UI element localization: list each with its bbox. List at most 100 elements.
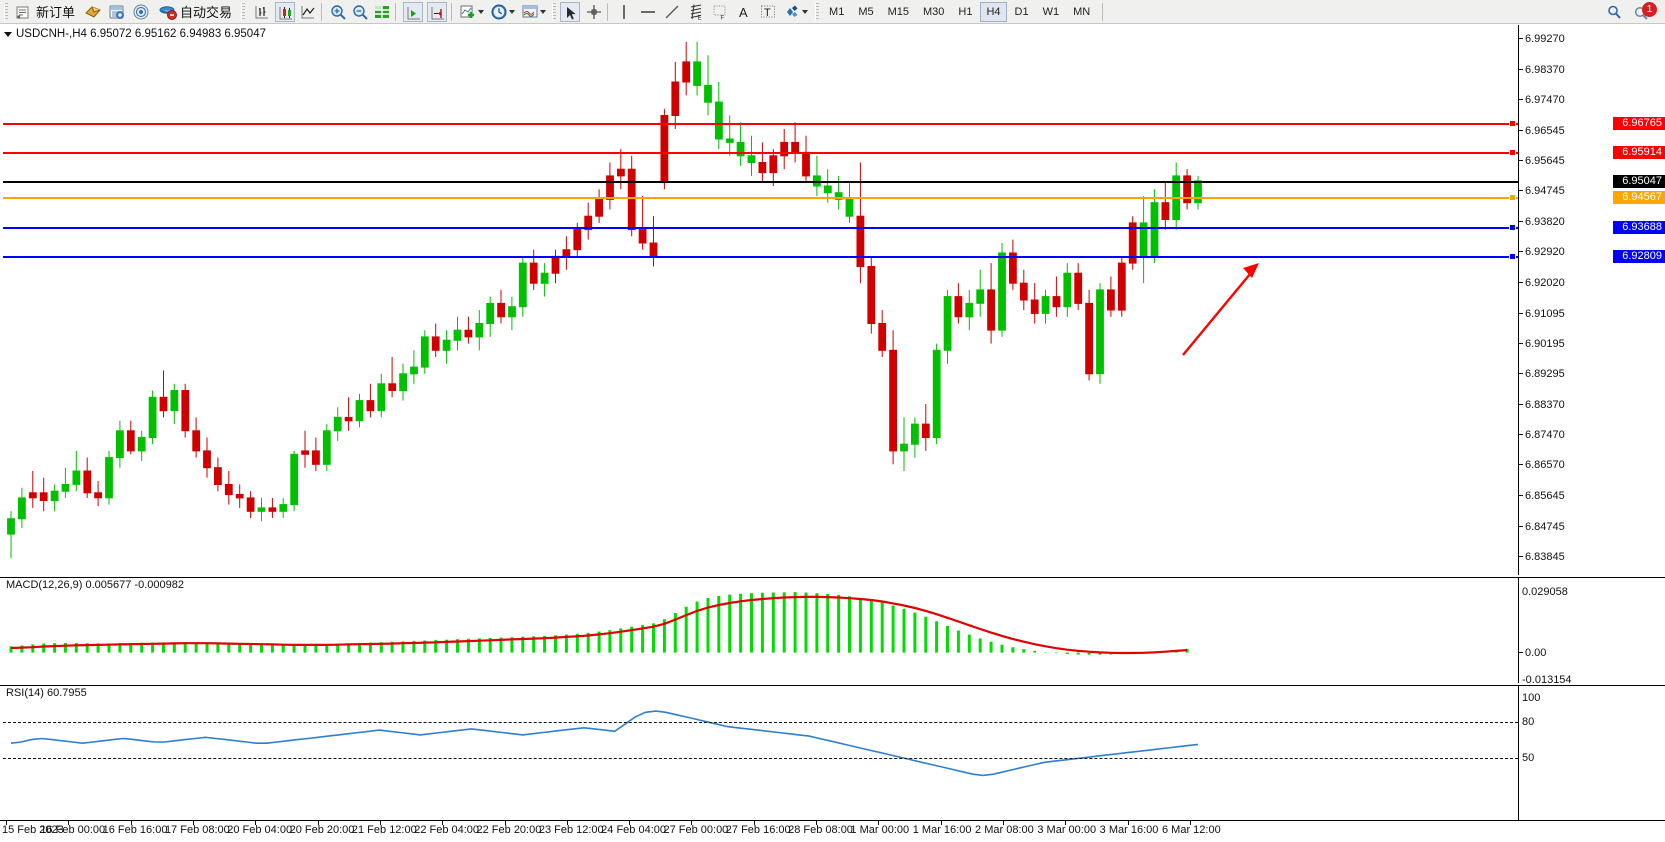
templates-icon[interactable]	[521, 3, 539, 21]
data-window-icon[interactable]	[108, 3, 126, 21]
new-order-button[interactable]: 新订单	[12, 1, 78, 23]
time-tick-label: 3 Mar 00:00	[1037, 824, 1097, 836]
line-chart-icon[interactable]	[299, 3, 317, 21]
rsi-tick: 50	[1522, 751, 1535, 764]
candlestick-chart-icon[interactable]	[275, 1, 296, 22]
level-line-support-1[interactable]	[3, 226, 1518, 229]
trendline-icon[interactable]	[663, 3, 681, 21]
toolbar-grip-4[interactable]	[815, 2, 820, 21]
toolbar-grip[interactable]	[4, 2, 8, 21]
price-tick: 6.92920	[1519, 247, 1565, 258]
timeframe-m5[interactable]: M5	[858, 5, 874, 18]
price-pane[interactable]: USDCNH-,H4 6.95072 6.95162 6.94983 6.950…	[0, 25, 1665, 575]
macd-plot[interactable]	[3, 578, 1518, 683]
rsi-axis[interactable]: 100 80 50	[1518, 686, 1665, 820]
macd-axis[interactable]: 0.029058 0.00 -0.013154	[1518, 578, 1665, 686]
shapes-dropdown-caret[interactable]	[802, 9, 809, 14]
timeframe-m15[interactable]: M15	[887, 5, 909, 18]
level-line-resistance-2[interactable]	[3, 123, 1518, 126]
timeframe-m1[interactable]: M1	[829, 5, 845, 18]
level-handle-resistance-1[interactable]	[1509, 148, 1516, 156]
hline-icon[interactable]	[639, 3, 657, 21]
time-tick-label: 23 Feb 12:00	[538, 824, 604, 836]
rsi-plot[interactable]	[3, 686, 1518, 820]
text-label-icon[interactable]: F	[711, 3, 729, 21]
level-line-support-2[interactable]	[3, 256, 1518, 259]
shapes-icon[interactable]	[783, 3, 801, 21]
price-label-support-2[interactable]: 6.92809	[1613, 250, 1665, 264]
crosshair-icon[interactable]	[585, 3, 603, 21]
price-plot[interactable]	[3, 25, 1518, 575]
cursor-icon[interactable]	[560, 1, 581, 22]
zoom-in-icon[interactable]	[329, 3, 347, 21]
toolbar-grip-3[interactable]	[552, 2, 557, 21]
macd-title: MACD(12,26,9) 0.005677 -0.000982	[6, 579, 184, 591]
price-label-resistance-1[interactable]: 6.95914	[1613, 145, 1665, 159]
autotrade-label: 自动交易	[180, 5, 233, 20]
autotrade-button[interactable]: 自动交易	[156, 1, 235, 23]
chart-menu-caret[interactable]	[4, 31, 12, 37]
timeframe-h4[interactable]: H4	[980, 1, 1007, 22]
alerts-button[interactable]: 1	[1633, 1, 1657, 22]
level-handle-resistance-2[interactable]	[1509, 120, 1516, 128]
time-tick-label: 27 Feb 00:00	[663, 824, 729, 836]
expert-advisor-icon[interactable]	[84, 3, 102, 21]
time-tick-label: 6 Mar 12:00	[1162, 824, 1221, 836]
time-tick-label: 16 Feb 00:00	[40, 824, 106, 836]
price-tick: 6.89295	[1519, 368, 1565, 379]
price-tick: 6.86570	[1519, 460, 1565, 471]
templates-dropdown-caret[interactable]	[540, 9, 547, 14]
level-line-entry-level[interactable]	[3, 197, 1518, 200]
level-line-current-price[interactable]	[3, 181, 1518, 184]
price-tick: 6.94745	[1519, 186, 1565, 197]
time-axis[interactable]: 15 Feb 2023 16 Feb 00:00 16 Feb 16:00 17 Fe…	[0, 820, 1665, 842]
toolbar-separator-4	[607, 2, 609, 21]
period-icon[interactable]	[490, 3, 508, 21]
rsi-level-50	[3, 757, 1518, 759]
time-tick-mark	[940, 821, 942, 825]
vline-icon[interactable]	[615, 3, 633, 21]
rsi-title: RSI(14) 60.7955	[6, 687, 87, 699]
signals-icon[interactable]	[132, 3, 150, 21]
scroll-end-icon[interactable]	[403, 1, 424, 22]
search-icon[interactable]	[1605, 3, 1623, 21]
symbol-header[interactable]: USDCNH-,H4 6.95072 6.95162 6.94983 6.950…	[4, 28, 266, 40]
alert-badge: 1	[1642, 1, 1657, 17]
macd-pane[interactable]: MACD(12,26,9) 0.005677 -0.000982 0.02905…	[0, 577, 1665, 686]
grid-icon[interactable]	[373, 3, 391, 21]
price-tick: 6.96545	[1519, 125, 1565, 136]
bar-chart-icon[interactable]	[253, 3, 271, 21]
toolbar-grip-2[interactable]	[241, 2, 246, 21]
chart-shift-icon[interactable]	[427, 1, 448, 22]
timeframe-mn[interactable]: MN	[1073, 5, 1091, 18]
rsi-line	[10, 710, 1199, 777]
level-handle-support-2[interactable]	[1509, 253, 1516, 261]
indicators-icon[interactable]	[459, 3, 477, 21]
timeframe-h1[interactable]: H1	[958, 5, 973, 18]
chart-workspace[interactable]: USDCNH-,H4 6.95072 6.95162 6.94983 6.950…	[0, 25, 1665, 842]
price-axis[interactable]: 6.99270 6.98370 6.97470 6.96545 6.95645 6.947…	[1518, 25, 1665, 575]
price-label-entry-level[interactable]: 6.94567	[1613, 191, 1665, 205]
indicators-dropdown-caret[interactable]	[478, 9, 485, 14]
fibo-icon[interactable]: E	[687, 3, 705, 21]
timeframe-d1[interactable]: D1	[1014, 5, 1029, 18]
price-label-resistance-2[interactable]: 6.96765	[1613, 117, 1665, 131]
level-handle-support-1[interactable]	[1509, 223, 1516, 231]
price-label-current-price[interactable]: 6.95047	[1613, 175, 1665, 189]
time-tick-mark	[1003, 821, 1005, 825]
time-tick-mark	[192, 821, 194, 825]
rsi-pane[interactable]: RSI(14) 60.7955 100 80 50	[0, 685, 1665, 820]
toolbar-separator-5	[1102, 2, 1104, 21]
level-handle-entry-level[interactable]	[1509, 194, 1516, 202]
price-label-support-1[interactable]: 6.93688	[1613, 220, 1665, 234]
textbox-icon[interactable]: T	[759, 3, 777, 21]
zoom-out-icon[interactable]	[351, 3, 369, 21]
macd-tick: 0.029058	[1522, 586, 1568, 598]
level-line-resistance-1[interactable]	[3, 151, 1518, 154]
macd-tick: 0.00	[1519, 647, 1546, 658]
text-icon[interactable]: A	[735, 3, 753, 21]
period-dropdown-caret[interactable]	[509, 9, 516, 14]
timeframe-w1[interactable]: W1	[1042, 5, 1060, 18]
time-tick-mark	[629, 821, 631, 825]
timeframe-m30[interactable]: M30	[923, 5, 945, 18]
